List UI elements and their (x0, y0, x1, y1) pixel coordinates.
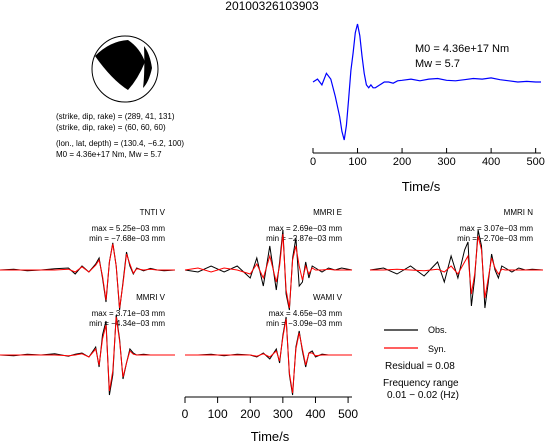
frequency-range-value: 0.01 − 0.02 (Hz) (387, 390, 459, 401)
frequency-range-title: Frequency range (383, 378, 459, 389)
stf-tick-label: 0 (310, 156, 316, 168)
nodal-plane-1: (strike, dip, rake) = (289, 41, 131) (56, 112, 175, 121)
waveform-tick-label: 300 (273, 407, 293, 421)
waveform-tick-label: 100 (208, 407, 228, 421)
max-amplitude: max = 3.07e−03 mm (460, 224, 534, 233)
beachball (91, 35, 159, 103)
stf-tick-label: 100 (348, 156, 366, 168)
waveform-tick-label: 500 (338, 407, 358, 421)
max-amplitude: max = 4.65e−03 mm (269, 309, 343, 318)
observed-waveform (184, 229, 353, 311)
synthetic-waveform (370, 235, 543, 299)
stf-tick-label: 400 (482, 156, 500, 168)
residual-label: Residual = 0.08 (385, 361, 455, 372)
min-amplitude: min = −2.70e−03 mm (457, 234, 533, 243)
stf-tick-label: 200 (393, 156, 411, 168)
stf-moment-label: M0 = 4.36e+17 Nm (415, 43, 509, 55)
synthetic-waveform (184, 233, 352, 309)
stf-x-axis-label: Time/s (402, 179, 441, 194)
min-amplitude: min = −2.87e−03 mm (266, 234, 342, 243)
stf-tick-label: 300 (437, 156, 455, 168)
waveform-tick-label: 0 (182, 407, 189, 421)
station-label: MMRI E (313, 208, 342, 217)
max-amplitude: max = 3.71e−03 mm (92, 309, 166, 318)
waveform-x-axis-label: Time/s (251, 429, 290, 444)
synthetic-waveform (185, 318, 352, 394)
synthetic-waveform (0, 316, 175, 392)
figure-title: 20100326103903 (225, 0, 319, 13)
synthetic-waveform (0, 243, 175, 309)
min-amplitude: min = −4.34e−03 mm (89, 319, 165, 328)
stf-plot: 0 100 200 300 400 500 M0 = 4.36e+17 Nm Mw = 5… (310, 23, 545, 194)
legend-obs-label: Obs. (428, 325, 447, 335)
stf-line (312, 23, 541, 141)
waveform-tick-label: 200 (240, 407, 260, 421)
station-label: WAMI V (313, 293, 343, 302)
min-amplitude: min = −7.68e−03 mm (89, 234, 165, 243)
observed-waveform (0, 314, 175, 396)
min-amplitude: min = −3.09e−03 mm (266, 319, 342, 328)
legend: Obs. Syn. Residual = 0.08 Frequency rang… (383, 325, 459, 401)
legend-syn-label: Syn. (428, 344, 446, 354)
waveform-tick-label: 400 (305, 407, 325, 421)
stf-mw-label: Mw = 5.7 (415, 58, 460, 70)
stf-tick-label: 500 (526, 156, 544, 168)
nodal-plane-2: (strike, dip, rake) = (60, 60, 60) (56, 123, 166, 132)
station-label: MMRI N (504, 208, 534, 217)
location-depth: (lon., lat, depth) = (130.4, −6.2, 100) (56, 139, 184, 148)
station-label: TNTI V (140, 208, 166, 217)
waveform-time-axis: 0 100 200 300 400 500 Time/s (182, 396, 358, 444)
max-amplitude: max = 5.25e−03 mm (92, 224, 166, 233)
station-label: MMRI V (136, 293, 166, 302)
observed-waveform (369, 229, 544, 309)
moment-magnitude: M0 = 4.36e+17 Nm, Mw = 5.7 (56, 150, 162, 159)
max-amplitude: max = 2.69e−03 mm (269, 224, 343, 233)
